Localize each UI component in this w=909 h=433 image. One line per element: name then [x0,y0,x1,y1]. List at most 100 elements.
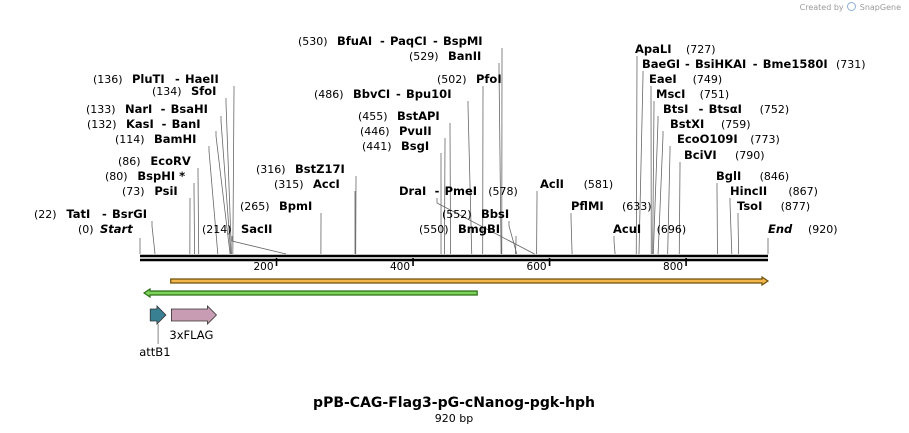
map-length: 920 bp [435,412,473,425]
site-position: (633) [622,200,652,213]
restriction-site-labels: (22) TatI - BsrGI (73) PsiI(80) BspHI *(86) Eco… [34,34,866,236]
site-pvuii[interactable]: (446) PvuII [360,124,432,138]
site-name: EcoRV [150,154,190,168]
site-position: (73) [122,185,145,198]
feature-3xflag[interactable]: 3xFLAG [169,305,218,342]
site-acui[interactable]: AcuI (696) [613,222,686,236]
site-bstapi[interactable]: (455) BstAPI [358,109,440,123]
site-sfoi[interactable]: (134) SfoI [152,84,216,98]
site-drai[interactable]: DraI - PmeI (578) [399,184,518,198]
site-position: (136) [93,73,123,86]
site-tati[interactable]: (22) TatI - BsrGI [34,207,147,221]
site-name: PaqCI [390,34,427,48]
orf-ranges [142,275,770,299]
site-name: PflMI [571,199,604,213]
site-separator: - [685,57,690,71]
site-position: (751) [700,88,730,101]
site-bfuai[interactable]: (530) BfuAI - PaqCI - BspMI [298,34,483,48]
feature-attb1[interactable]: attB1 [139,305,171,359]
site-leader-line [208,146,219,255]
site-position: (773) [750,133,780,146]
site-eaei[interactable]: EaeI (749) [649,72,722,86]
site-leader-line [613,236,616,255]
ruler-tick-label: 800 [663,261,683,273]
site-tsoi[interactable]: TsoI (877) [737,199,810,213]
site-ecorv[interactable]: (86) EcoRV [118,154,191,168]
site-bsphi[interactable]: (80) BspHI * [105,169,185,183]
site-name: NarI [125,102,152,116]
site-msci[interactable]: MscI (751) [656,87,729,101]
site-bamhi[interactable]: (114) BamHI [115,132,196,146]
site-pluti[interactable]: (136) PluTI - HaeII [93,72,219,86]
site-bstz17i[interactable]: (316) BstZ17I [256,162,345,176]
site-position: (581) [584,178,614,191]
site-separator: - [175,72,180,86]
site-position: (727) [686,43,716,56]
site-name: BmgBI [458,222,500,236]
site-nari[interactable]: (133) NarI - BsaHI [86,102,208,116]
site-btsi[interactable]: BtsI - BtsαI (752) [663,102,789,116]
site-kasi[interactable]: (132) KasI - BanI [87,117,201,131]
credit-snapgene: SnapGene [859,3,901,12]
site-name: BbvCI [353,87,390,101]
site-name: Bme1580I [763,57,828,71]
site-position: (114) [115,133,145,146]
site-name: PfoI [476,72,502,86]
site-leader-line [498,63,502,255]
map-title: pPB-CAG-Flag3-pG-cNanog-pgk-hph [313,395,595,411]
site-position: (752) [760,103,790,116]
site-separator: - [396,87,401,101]
site-leader-line [193,183,196,255]
site-acli[interactable]: AclI (581) [540,177,613,191]
site-leader-line [215,131,231,255]
site-leader-line [151,221,156,255]
site-leader-line [652,101,655,255]
site-eco0109i[interactable]: EcoO109I (773) [677,132,780,146]
site-leader-line [225,98,232,255]
site-separator: - [161,102,166,116]
site-leader-line [657,131,664,255]
site-apali[interactable]: ApaLI (727) [635,42,716,56]
feature-arrow [170,305,218,325]
orf-green-orf[interactable] [142,287,478,299]
site-position: (80) [105,170,128,183]
site-name: EcoO109I [677,132,738,146]
site-sacii[interactable]: (214) SacII [202,222,272,236]
site-bcivi[interactable]: BciVI (790) [684,148,765,162]
site-leader-line [729,198,733,255]
site-name: BaeGI [642,57,680,71]
site-position: (132) [87,118,117,131]
site-bmgbi[interactable]: (550) BmgBI [419,222,500,236]
site-leader-line [667,146,671,255]
site-bgli[interactable]: BglI (846) [716,169,789,183]
orf-orange-orf[interactable] [170,275,770,287]
site-name: AcuI [613,222,641,236]
site-bpmi[interactable]: (265) BpmI [240,199,312,213]
site-bbvci[interactable]: (486) BbvCI - Bpu10I [314,87,451,101]
site-bstxi[interactable]: BstXI (759) [670,117,751,131]
site-psii[interactable]: (73) PsiI [122,184,178,198]
site-banii[interactable]: (529) BanII [409,49,481,63]
site-pfoi[interactable]: (502) PfoI [437,72,502,86]
site-bsgi[interactable]: (441) BsgI [362,139,429,153]
site-name: EaeI [649,72,677,86]
site-hincii[interactable]: HincII (867) [730,184,818,198]
site-leader-line [444,138,446,255]
site-name: BamHI [154,132,196,146]
site-bbsi[interactable]: (552) BbsI [442,207,509,221]
snapgene-credit: Created by SnapGene [800,2,901,12]
site-acci[interactable]: (315) AccI [274,177,340,191]
site-name: BtsαI [709,102,742,116]
site-leader-line [220,116,232,255]
site-leader-line [508,221,518,255]
site-separator: - [162,117,167,131]
end-marker: End (920) [768,222,838,236]
site-name: TatI [66,207,90,221]
site-name: AclI [540,177,564,191]
site-position: (133) [86,103,116,116]
site-position: (877) [781,200,811,213]
site-baegi[interactable]: BaeGI - BsiHKAI - Bme1580I (731) [642,57,866,71]
site-pflmi[interactable]: PflMI (633) [571,199,652,213]
site-leader-line [467,101,473,255]
